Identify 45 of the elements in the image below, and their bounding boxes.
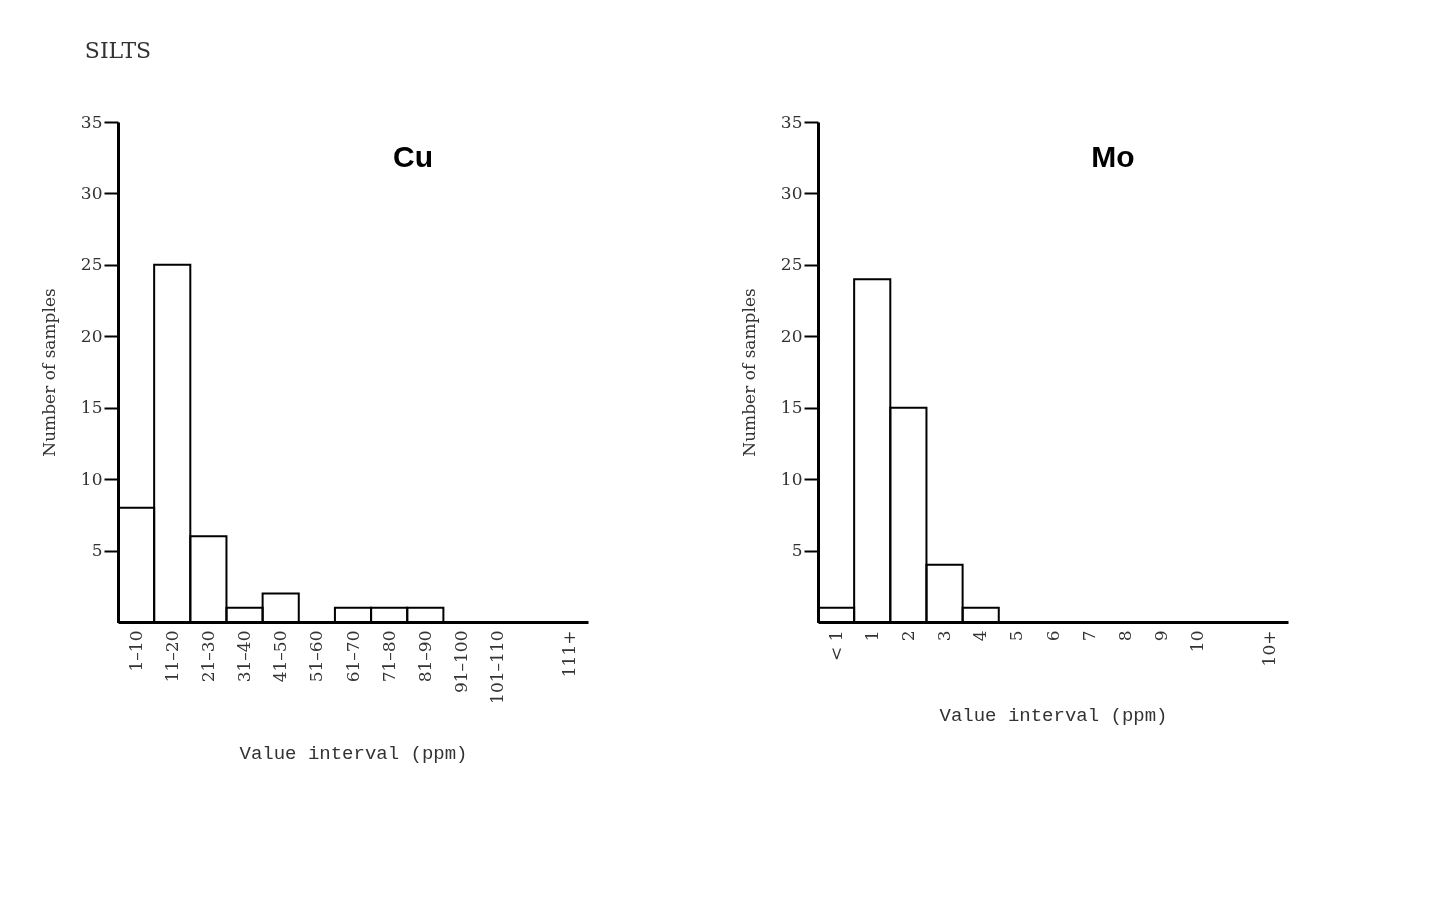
- x-tick-label: 101–110: [487, 630, 508, 704]
- y-tick-label: 30: [80, 182, 103, 203]
- y-tick-label: 10: [780, 468, 803, 489]
- x-tick-label: 41–50: [270, 630, 291, 683]
- x-tick-label: 10: [1187, 630, 1208, 653]
- y-tick-label: 20: [780, 325, 803, 346]
- x-tick-label: 2: [897, 630, 918, 642]
- y-tick-label: 35: [780, 111, 803, 132]
- x-tick-label: 51–60: [306, 630, 327, 683]
- x-tick-label: 4: [970, 630, 991, 642]
- y-tick-label: 25: [80, 254, 103, 275]
- x-tick-label: 1–10: [125, 630, 146, 672]
- x-tick-label: 11–20: [161, 630, 182, 683]
- x-axis-title: Value interval (ppm): [239, 742, 468, 765]
- text: SILTS: [84, 38, 152, 63]
- x-tick-label: 31–40: [234, 630, 255, 683]
- x-tick-label: 5: [1006, 630, 1027, 642]
- y-axis-title: Number of samples: [38, 288, 59, 457]
- x-tick-label: 91–100: [450, 630, 471, 694]
- x-axis-title: Value interval (ppm): [939, 705, 1168, 728]
- y-tick-label: 15: [780, 397, 803, 418]
- text: Cu: [393, 140, 433, 173]
- y-tick-label: 5: [791, 540, 803, 561]
- x-tick-label: 61–70: [342, 630, 363, 683]
- y-tick-label: 35: [80, 111, 103, 132]
- text: Mo: [1091, 140, 1135, 173]
- x-tick-label: 6: [1042, 630, 1063, 642]
- x-tick-label: 21–30: [197, 630, 218, 683]
- x-tick-label: 111+: [559, 630, 580, 678]
- x-tick-label: 10+: [1259, 630, 1280, 667]
- y-axis-title: Number of samples: [738, 288, 759, 457]
- x-tick-label: < 1: [825, 630, 846, 661]
- x-tick-label: 3: [934, 630, 955, 642]
- y-tick-label: 10: [80, 468, 103, 489]
- x-tick-label: 1: [861, 630, 882, 642]
- x-tick-label: 71–80: [378, 630, 399, 683]
- y-tick-label: 15: [80, 397, 103, 418]
- x-tick-label: 7: [1078, 630, 1099, 642]
- y-tick-label: 20: [80, 325, 103, 346]
- y-tick-label: 30: [780, 182, 803, 203]
- x-tick-label: 81–90: [414, 630, 435, 683]
- y-tick-label: 5: [91, 540, 103, 561]
- y-tick-label: 25: [780, 254, 803, 275]
- x-tick-label: 8: [1114, 630, 1135, 642]
- x-tick-label: 9: [1150, 630, 1171, 642]
